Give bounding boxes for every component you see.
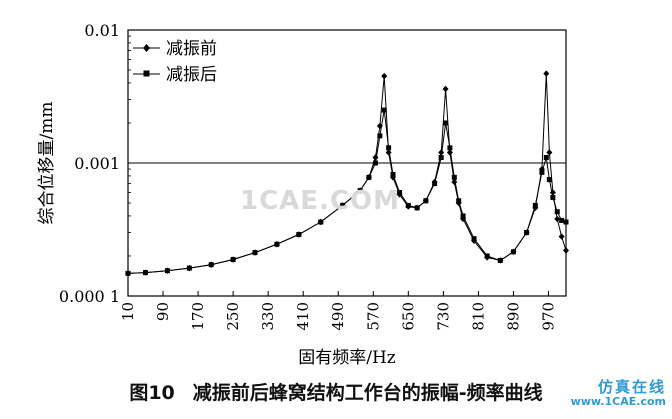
x-tick-label: 170 — [189, 302, 207, 331]
data-point-square — [366, 174, 372, 180]
x-tick-label: 330 — [259, 302, 277, 331]
x-tick-label: 730 — [434, 302, 452, 331]
data-point-square — [296, 232, 302, 238]
watermark-corner-cn: 仿真在线 — [597, 378, 666, 396]
data-point-square — [550, 195, 556, 201]
x-axis-label: 固有频率/Hz — [298, 348, 396, 368]
data-point-diamond — [554, 215, 561, 223]
data-point-square — [443, 120, 449, 126]
data-point-square — [318, 219, 324, 225]
x-tick-label: 250 — [224, 302, 242, 331]
x-tick-label: 810 — [469, 302, 487, 331]
x-tick-label: 890 — [504, 302, 522, 331]
watermark-corner: 仿真在线 www.1CAE.com — [570, 378, 666, 408]
data-point-diamond — [563, 247, 569, 254]
y-tick-label: 0.000 1 — [59, 287, 120, 306]
caption-text: 减振前后蜂窝结构工作台的振幅-频率曲线 — [192, 382, 543, 404]
series-line-before — [127, 73, 567, 274]
data-point-square — [559, 217, 565, 223]
series-line-after — [127, 110, 567, 274]
y-tick-label: 0.01 — [84, 21, 120, 40]
data-point-square — [414, 205, 420, 211]
data-point-square — [230, 257, 236, 263]
data-point-diamond — [543, 70, 550, 77]
figure-number: 图10 — [129, 382, 175, 404]
data-point-square — [423, 198, 429, 204]
data-point-diamond — [438, 149, 445, 156]
data-point-diamond — [546, 149, 553, 156]
data-point-square — [532, 202, 538, 208]
data-point-square — [252, 250, 258, 256]
data-point-square — [456, 198, 462, 204]
data-point-diamond — [372, 154, 379, 161]
data-point-square — [539, 169, 545, 175]
data-point-square — [377, 133, 383, 139]
data-point-square — [164, 268, 170, 274]
data-point-square — [497, 257, 503, 263]
watermark-center: 1CAE.COM — [240, 186, 400, 216]
data-point-square — [143, 270, 149, 276]
legend: 减振前 减振后 — [133, 39, 217, 85]
watermark-corner-url: www.1CAE.com — [570, 394, 666, 408]
y-tick-label: 0.001 — [74, 154, 120, 173]
data-point-square — [447, 145, 453, 151]
data-point-square — [186, 265, 192, 271]
x-tick-label: 490 — [329, 302, 347, 331]
data-point-square — [125, 270, 131, 276]
data-point-square — [340, 202, 346, 208]
legend-label-before: 减振前 — [166, 39, 217, 59]
data-point-diamond — [558, 233, 565, 240]
legend-marker-diamond — [143, 44, 150, 52]
x-tick-label: 90 — [154, 302, 172, 321]
x-tick-label: 650 — [399, 302, 417, 331]
x-tick-label: 410 — [294, 302, 312, 331]
data-point-square — [460, 213, 466, 219]
y-axis-ticks: 0.000 1 0.001 0.01 — [59, 21, 134, 306]
x-axis-ticks: 10 90 170 250 330 410 490 570 650 730 810 890 970 — [119, 291, 557, 331]
data-point-square — [546, 177, 552, 183]
data-point-square — [438, 154, 444, 160]
data-point-square — [372, 160, 378, 166]
data-point-square — [208, 262, 214, 268]
data-point-square — [554, 209, 560, 215]
data-point-square — [510, 249, 516, 255]
data-point-square — [405, 202, 411, 208]
data-point-square — [484, 253, 490, 259]
figure-caption: 图10 减振前后蜂窝结构工作台的振幅-频率曲线 — [0, 378, 672, 405]
data-point-square — [543, 154, 549, 160]
legend-marker-square — [143, 70, 150, 77]
data-point-square — [451, 174, 457, 180]
data-point-square — [357, 188, 363, 194]
x-tick-label: 10 — [119, 302, 137, 321]
data-point-square — [524, 230, 530, 236]
y-axis-label: 综合位移量/mm — [37, 102, 57, 225]
data-point-diamond — [381, 72, 388, 80]
x-tick-label: 570 — [364, 302, 382, 331]
data-point-square — [432, 181, 438, 187]
data-point-square — [381, 107, 387, 113]
x-tick-label: 970 — [539, 302, 557, 331]
data-point-square — [563, 219, 569, 225]
data-series — [125, 70, 569, 277]
data-point-square — [397, 190, 403, 196]
data-point-square — [274, 241, 280, 247]
data-point-diamond — [446, 149, 453, 156]
data-point-square — [390, 171, 396, 177]
legend-label-after: 减振后 — [166, 65, 217, 85]
data-point-square — [386, 145, 392, 151]
data-point-diamond — [442, 85, 449, 93]
data-point-square — [471, 236, 477, 242]
